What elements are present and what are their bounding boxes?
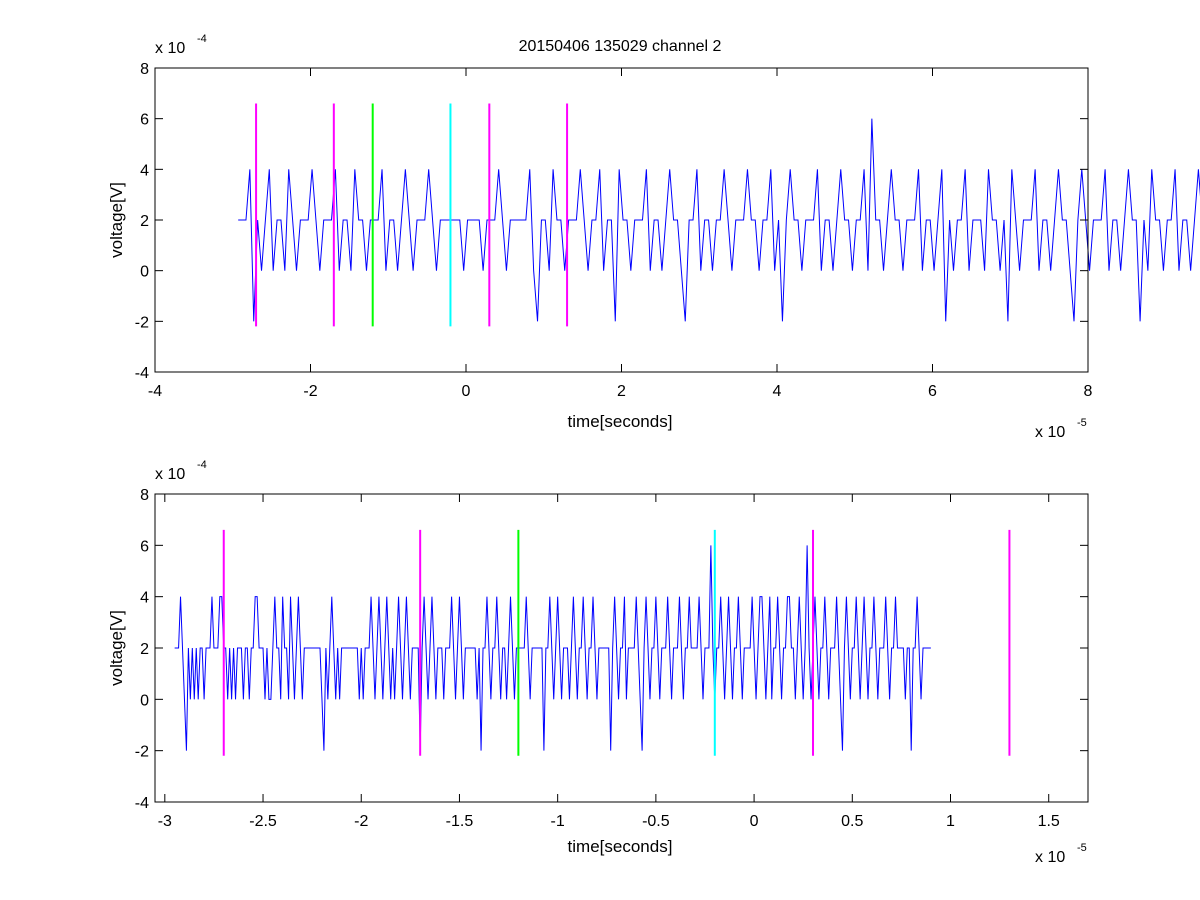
bottom-plot-xticks: -3 -2.5 -2 -1.5 -1 -0.5 0 0.5 1 1.5 xyxy=(158,494,1060,830)
bottom-plot-ytick-label: 8 xyxy=(140,487,149,504)
bottom-plot-ytick-label: -2 xyxy=(135,744,149,761)
top-plot-x-exponent-power: -5 xyxy=(1077,417,1087,429)
bottom-plot-ylabel: voltage[V] xyxy=(107,610,126,686)
top-plot-markers-layer xyxy=(255,103,569,327)
bottom-plot-yticks: -4 -2 0 2 4 6 8 xyxy=(135,487,1088,812)
top-plot-xtick-label: 8 xyxy=(1084,383,1093,400)
bottom-plot-ytick-label: 2 xyxy=(140,641,149,658)
top-plot-yticks: -4 -2 0 2 4 6 8 xyxy=(135,61,1088,382)
top-plot-xtick-label: 6 xyxy=(928,383,937,400)
top-plot-ytick-label: 2 xyxy=(140,213,149,230)
bottom-plot-xtick-label: 1 xyxy=(946,813,955,830)
top-plot-xtick-label: 0 xyxy=(462,383,471,400)
bottom-plot-xtick-label: -2.5 xyxy=(249,813,277,830)
bottom-plot-y-exponent: x 10 -4 xyxy=(155,459,207,483)
top-plot-ytick-label: 4 xyxy=(140,162,149,179)
top-plot-ytick-label: 8 xyxy=(140,61,149,78)
top-plot-y-exponent-power: -4 xyxy=(197,33,207,45)
top-plot: -4 -2 0 2 4 6 8 -4 -2 0 2 4 6 8 time[seconds] voltag… xyxy=(107,33,1200,441)
top-plot-ytick-label: -2 xyxy=(135,314,149,331)
bottom-plot-signal-layer xyxy=(174,545,931,751)
bottom-plot-ytick-label: -4 xyxy=(135,795,149,812)
top-plot-area xyxy=(155,68,1088,372)
top-plot-xtick-label: -2 xyxy=(303,383,317,400)
figure-title: 20150406 135029 channel 2 xyxy=(519,38,722,55)
bottom-plot-xtick-label: -0.5 xyxy=(642,813,670,830)
top-plot-xtick-label: 4 xyxy=(773,383,782,400)
bottom-plot-x-exponent-base: x 10 xyxy=(1035,849,1065,866)
top-plot-signal-layer xyxy=(238,118,1200,322)
bottom-plot-ytick-label: 0 xyxy=(140,692,149,709)
top-plot-signal-series-0 xyxy=(238,118,1200,322)
bottom-plot-y-exponent-power: -4 xyxy=(197,459,207,471)
top-plot-y-exponent: x 10 -4 xyxy=(155,33,207,57)
bottom-plot-xtick-label: -2 xyxy=(354,813,368,830)
bottom-plot-xtick-label: 1.5 xyxy=(1038,813,1060,830)
bottom-plot-ytick-label: 4 xyxy=(140,590,149,607)
bottom-plot-xtick-label: -1.5 xyxy=(446,813,474,830)
top-plot-xtick-label: 2 xyxy=(617,383,626,400)
top-plot-ytick-label: 6 xyxy=(140,112,149,129)
bottom-plot-xtick-label: -1 xyxy=(551,813,565,830)
bottom-plot-x-exponent: x 10 -5 xyxy=(1035,842,1087,866)
top-plot-x-exponent: x 10 -5 xyxy=(1035,417,1087,441)
top-plot-ylabel: voltage[V] xyxy=(107,182,126,258)
bottom-plot-xtick-label: -3 xyxy=(158,813,172,830)
bottom-plot-signal-series-0 xyxy=(174,545,931,751)
bottom-plot-ytick-label: 6 xyxy=(140,538,149,555)
top-plot-x-exponent-base: x 10 xyxy=(1035,424,1065,441)
top-plot-y-exponent-base: x 10 xyxy=(155,40,185,57)
bottom-plot-xtick-label: 0 xyxy=(750,813,759,830)
top-plot-ytick-label: 0 xyxy=(140,264,149,281)
top-plot-xticks: -4 -2 0 2 4 6 8 xyxy=(148,68,1093,400)
bottom-plot-xlabel: time[seconds] xyxy=(568,837,673,856)
bottom-plot: -3 -2.5 -2 -1.5 -1 -0.5 0 0.5 1 1.5 -4 -2 0 2 4 6 8 tim… xyxy=(107,459,1089,866)
bottom-plot-x-exponent-power: -5 xyxy=(1077,842,1087,854)
bottom-plot-markers-layer xyxy=(222,529,1011,756)
bottom-plot-y-exponent-base: x 10 xyxy=(155,466,185,483)
top-plot-xlabel: time[seconds] xyxy=(568,412,673,431)
top-plot-xtick-label: -4 xyxy=(148,383,162,400)
top-plot-ytick-label: -4 xyxy=(135,365,149,382)
bottom-plot-xtick-label: 0.5 xyxy=(841,813,863,830)
